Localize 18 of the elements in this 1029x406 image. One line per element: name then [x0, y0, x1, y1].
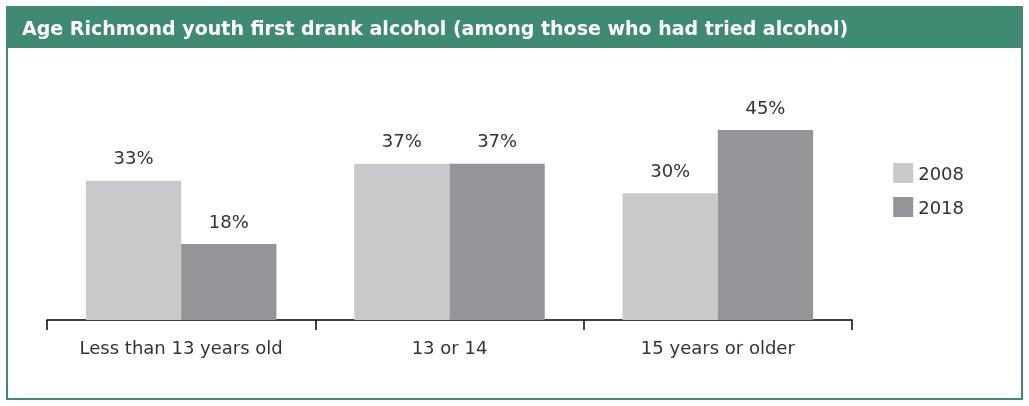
- bar: [622, 193, 718, 320]
- data-label: 30%: [650, 159, 691, 181]
- x-tick-label: 15 years or older: [640, 336, 796, 358]
- data-label: 45%: [745, 96, 786, 118]
- bar: [354, 163, 450, 320]
- legend-label: 2018: [918, 196, 964, 218]
- data-label: 18%: [208, 210, 249, 232]
- bar: [85, 180, 182, 320]
- bar: [181, 244, 277, 320]
- legend-label: 2008: [918, 162, 964, 184]
- data-label: 37%: [381, 130, 422, 152]
- chart-title: Age Richmond youth first drank alcohol (among those who had tried alcohol): [8, 8, 1021, 48]
- data-label: 37%: [477, 130, 518, 152]
- data-label: 33%: [113, 147, 154, 169]
- x-tick-label: 13 or 14: [411, 336, 488, 358]
- x-tick-label: Less than 13 years old: [79, 336, 283, 358]
- bar: [717, 130, 814, 320]
- bar: [449, 163, 545, 320]
